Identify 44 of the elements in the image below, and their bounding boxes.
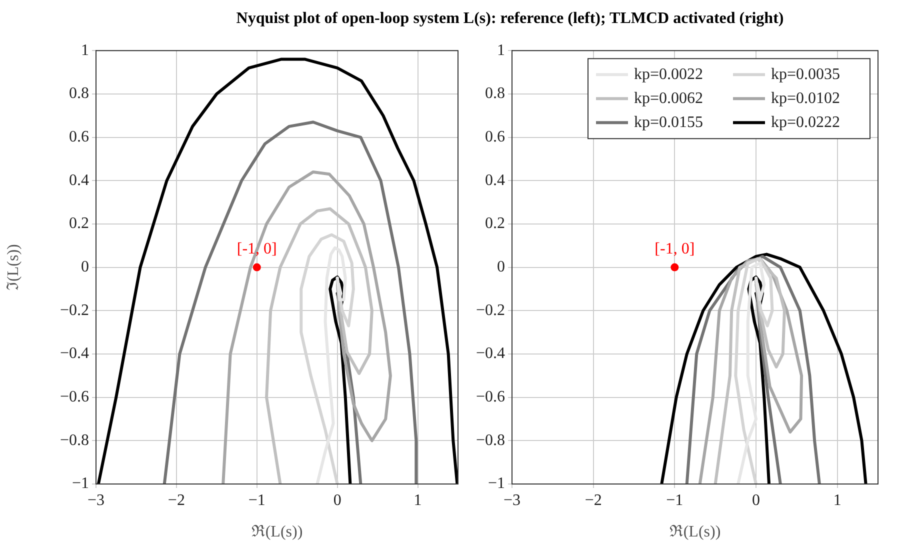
y-tick-label: 0.4 bbox=[69, 172, 89, 189]
y-tick-label: −0.6 bbox=[60, 388, 89, 406]
legend-label: kp=0.0035 bbox=[771, 66, 840, 83]
y-tick-label: −0.8 bbox=[476, 432, 505, 449]
x-tick-label: −2 bbox=[584, 492, 602, 509]
x-axis-title: ℜ(L(s)) bbox=[251, 524, 303, 541]
legend-label: kp=0.0222 bbox=[771, 114, 840, 131]
legend-label: kp=0.0155 bbox=[634, 114, 704, 131]
y-tick-label: 0.6 bbox=[485, 128, 505, 146]
y-tick-label: −0.4 bbox=[60, 345, 89, 362]
y-axis-title: ℑ(L(s)) bbox=[4, 244, 22, 290]
text: Nyquist plot of open-loop system L(s): reference (left); TLMCD activated (right) bbox=[235, 9, 785, 29]
y-tick-label: 0.8 bbox=[485, 85, 505, 102]
y-tick-label: 0 bbox=[497, 258, 505, 276]
x-tick-label: −3 bbox=[87, 492, 105, 509]
y-tick-label: 0 bbox=[81, 258, 89, 276]
legend-label: kp=0.0102 bbox=[771, 90, 840, 107]
y-tick-label: 0.8 bbox=[69, 85, 89, 102]
x-tick-label: −3 bbox=[503, 492, 521, 509]
x-tick-label: −1 bbox=[666, 492, 684, 509]
x-tick-label: 1 bbox=[833, 492, 842, 509]
y-tick-label: 0.6 bbox=[69, 128, 89, 146]
x-axis-title: ℜ(L(s)) bbox=[669, 524, 721, 541]
y-tick-label: −1 bbox=[72, 475, 89, 492]
x-tick-label: −1 bbox=[248, 492, 266, 509]
y-tick-label: 0.4 bbox=[485, 172, 505, 189]
y-tick-label: 0.2 bbox=[69, 215, 89, 232]
x-tick-label: 0 bbox=[333, 492, 342, 509]
y-tick-label: −0.2 bbox=[476, 302, 505, 319]
annotation: [-1, 0] bbox=[654, 240, 695, 258]
y-tick-label: −0.6 bbox=[476, 388, 505, 406]
y-tick-label: 1 bbox=[81, 42, 89, 59]
x-tick-label: −2 bbox=[168, 492, 185, 509]
legend-label: kp=0.0062 bbox=[634, 90, 704, 107]
y-tick-label: −0.2 bbox=[60, 302, 89, 319]
y-tick-label: −1 bbox=[488, 475, 505, 492]
y-tick-label: −0.4 bbox=[476, 345, 505, 362]
y-tick-label: 1 bbox=[497, 42, 505, 59]
y-tick-label: 0.2 bbox=[485, 215, 505, 232]
annotation: [-1, 0] bbox=[236, 240, 277, 258]
y-tick-label: −0.8 bbox=[60, 432, 89, 449]
legend-label: kp=0.0022 bbox=[634, 66, 704, 83]
x-tick-label: 1 bbox=[414, 492, 422, 509]
x-tick-label: 0 bbox=[752, 492, 760, 509]
